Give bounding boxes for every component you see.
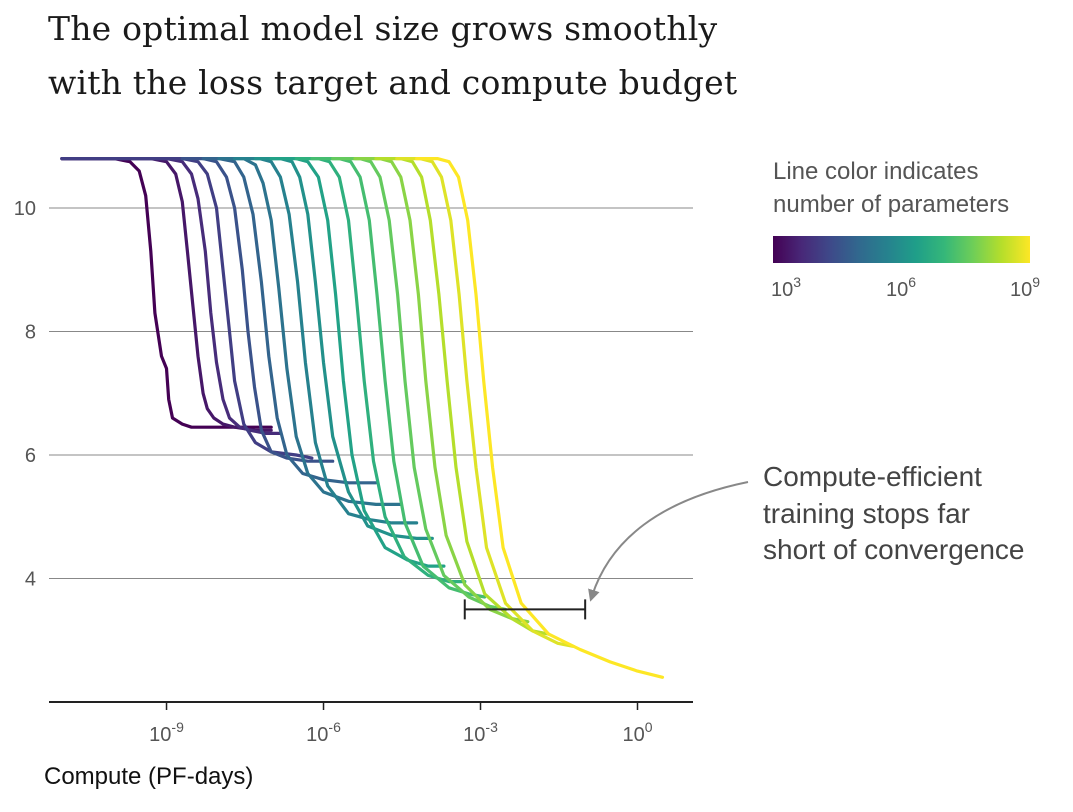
convergence-bracket bbox=[463, 599, 587, 620]
y-tick-label: 8 bbox=[25, 322, 36, 344]
series-line bbox=[415, 157, 665, 679]
x-axis-label: Compute (PF-days) bbox=[44, 763, 253, 790]
annotation-arrow bbox=[588, 481, 749, 602]
series-lines bbox=[60, 157, 665, 679]
series-line bbox=[217, 157, 403, 506]
x-tick-label: 10-9 bbox=[149, 719, 184, 746]
colorbar-tick-label: 109 bbox=[1010, 274, 1040, 301]
legend-title-line-1: Line color indicates bbox=[773, 158, 978, 185]
title-line-1: The optimal model size grows smoothly bbox=[48, 9, 718, 48]
series-line bbox=[60, 157, 273, 432]
x-tick-label: 10-3 bbox=[463, 719, 498, 746]
series-line bbox=[374, 157, 551, 636]
colorbar bbox=[773, 236, 1030, 263]
series-line bbox=[60, 157, 282, 435]
series-line bbox=[201, 157, 378, 485]
y-tick-label: 10 bbox=[14, 198, 36, 220]
series-line bbox=[60, 157, 314, 460]
series-line bbox=[180, 157, 335, 463]
legend-title-line-2: number of parameters bbox=[773, 191, 1009, 218]
series-line bbox=[253, 157, 434, 540]
series-line bbox=[353, 157, 530, 624]
title-line-2: with the loss target and compute budget bbox=[48, 63, 738, 102]
colorbar-tick-label: 106 bbox=[886, 274, 916, 301]
series-line bbox=[294, 157, 467, 584]
y-tick-label: 4 bbox=[25, 569, 36, 591]
series-line bbox=[395, 157, 576, 648]
y-tick-label: 6 bbox=[25, 445, 36, 467]
gridlines bbox=[49, 207, 693, 579]
colorbar-tick-labels: 103 106 109 bbox=[771, 274, 1040, 301]
series-line bbox=[60, 157, 273, 429]
series-line bbox=[310, 157, 487, 599]
annotation-line-3: short of convergence bbox=[763, 534, 1025, 565]
colorbar-tick-label: 103 bbox=[771, 274, 801, 301]
x-tick-label: 10-6 bbox=[306, 719, 341, 746]
annotation: Compute-efficient training stops far sho… bbox=[463, 461, 1025, 620]
annotation-line-2: training stops far bbox=[763, 498, 970, 529]
x-axis: 10-9 10-6 10-3 100 bbox=[49, 701, 693, 746]
annotation-line-1: Compute-efficient bbox=[763, 461, 982, 492]
x-tick-label: 100 bbox=[622, 719, 652, 746]
y-axis-ticks: 4 6 8 10 bbox=[14, 198, 36, 591]
series-line bbox=[331, 157, 508, 611]
chart-title: The optimal model size grows smoothly wi… bbox=[48, 2, 808, 110]
colorbar-legend: Line color indicates number of parameter… bbox=[771, 158, 1040, 301]
